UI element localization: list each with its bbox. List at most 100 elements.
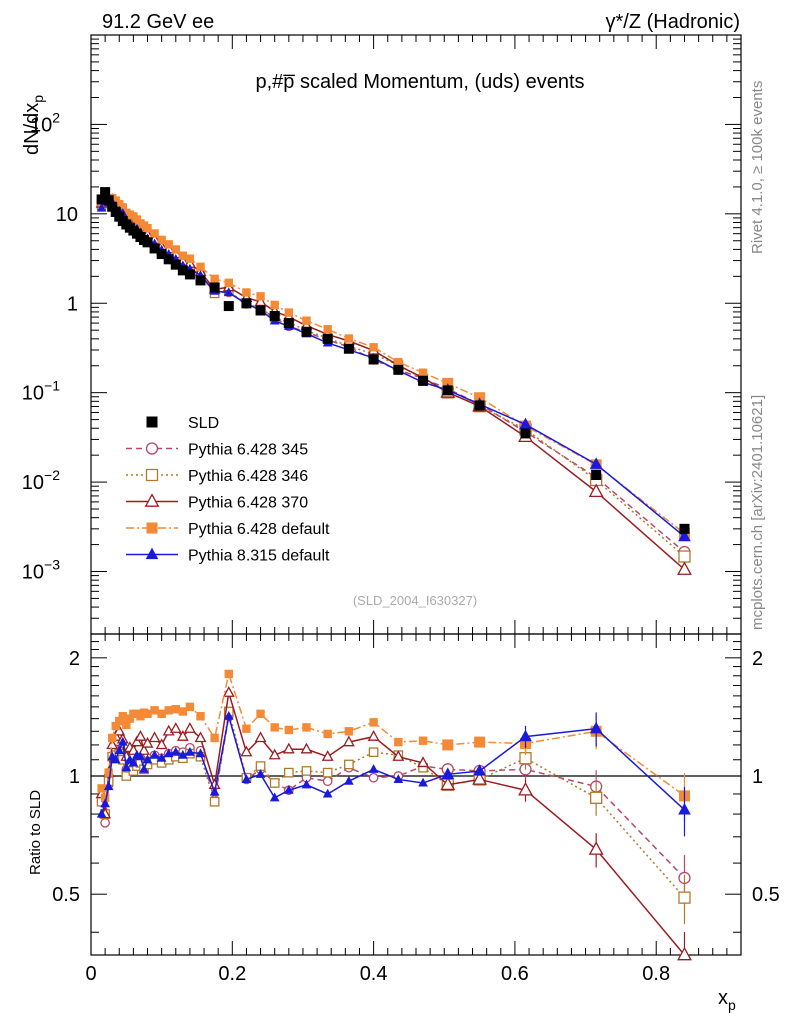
legend-label: Pythia 8.315 default [188, 548, 330, 565]
legend-label: Pythia 6.428 346 [188, 468, 308, 485]
ratio-point [344, 775, 354, 785]
series-point [224, 278, 233, 288]
data-point [177, 265, 188, 276]
y-tick-exponent: 2 [52, 109, 60, 125]
legend-marker [146, 522, 158, 534]
ratio-point [442, 739, 454, 751]
ratio-point [139, 764, 149, 773]
ratio-point [169, 722, 182, 733]
ratio-point [282, 742, 295, 754]
data-point [679, 523, 690, 534]
data-point [170, 259, 181, 270]
series-point [284, 308, 294, 317]
ratio-point [268, 748, 281, 760]
x-axis-label: xp [718, 987, 736, 1013]
legend-marker [145, 468, 159, 482]
legend-marker [145, 547, 159, 560]
data-point [195, 275, 206, 286]
ratio-point [302, 723, 311, 732]
ratio-point [150, 706, 159, 715]
data-point [255, 305, 266, 316]
ratio-point [441, 767, 455, 779]
ratio-point [117, 736, 128, 746]
ratio-point [394, 737, 403, 747]
ratio-point [209, 796, 220, 807]
legend-label: SLD [188, 415, 219, 432]
y-tick-label: 1 [67, 293, 78, 315]
ratio-point [224, 669, 233, 679]
ratio-point [368, 747, 379, 758]
series-point [302, 316, 311, 325]
data-point [107, 201, 118, 212]
ratio-point [256, 709, 265, 719]
data-point [301, 326, 312, 337]
ratio-tick-label-right: 2 [752, 648, 763, 670]
ratio-line-pythia-6-428-346 [100, 711, 686, 899]
ratio-point [113, 724, 126, 736]
series-markers-pythia-6-428-346 [96, 195, 691, 563]
legend-marker [146, 416, 158, 428]
ratio-point [171, 704, 180, 714]
ratio-y-axis-label: Ratio to SLD [27, 790, 44, 875]
ratio-point [143, 709, 152, 719]
ratio-point [209, 786, 220, 796]
ratio-point [367, 730, 380, 741]
ratio-point [176, 730, 189, 741]
series-point [118, 203, 127, 212]
data-point [368, 354, 379, 365]
ratio-point [155, 738, 168, 750]
ratio-point [141, 736, 154, 748]
ratio-point [473, 764, 486, 776]
ratio-tick-label: 1 [69, 766, 80, 788]
data-point [100, 187, 111, 198]
ratio-point [195, 748, 206, 758]
ratio-point [178, 749, 188, 759]
ratio-point [128, 757, 139, 767]
ratio-point [149, 749, 160, 759]
data-point [520, 428, 531, 439]
y-tick-exponent: −3 [44, 557, 60, 573]
series-point [678, 529, 691, 542]
legend-marker [144, 493, 160, 507]
ratio-point [96, 808, 107, 818]
series-point [588, 483, 604, 498]
x-tick-label: 0.6 [501, 963, 529, 985]
ratio-point [300, 742, 313, 754]
series-point [256, 292, 265, 301]
ratio-point [125, 714, 135, 723]
series-point [185, 254, 195, 263]
data-point [184, 269, 195, 280]
series-point [418, 368, 428, 377]
ratio-point [368, 772, 379, 783]
series-point [242, 288, 251, 297]
ratio-point [589, 721, 603, 734]
ratio-point [185, 746, 195, 756]
data-point [591, 470, 602, 481]
y-tick-label: 10−2 [22, 467, 60, 494]
ratio-point [194, 731, 207, 743]
data-point [149, 243, 160, 254]
ratio-point [222, 686, 235, 697]
y-tick-label: 10 [56, 204, 78, 226]
x-tick-label: 0.8 [642, 963, 670, 985]
y-tick-label: 10−1 [22, 378, 60, 405]
data-point [442, 385, 453, 396]
ratio-point [111, 721, 120, 731]
series-point [323, 325, 332, 334]
ratio-point [323, 729, 332, 739]
ratio-point [100, 793, 110, 803]
y-axis-label: dN/dxp [21, 95, 46, 155]
series-point [223, 287, 234, 297]
plot-title: p,#p̅ scaled Momentum, (uds) events [255, 71, 584, 93]
ratio-point [100, 817, 110, 828]
x-tick-label: 0 [85, 963, 96, 985]
ratio-point [322, 776, 333, 787]
series-point [394, 357, 403, 367]
ratio-point [417, 756, 429, 768]
ratio-point [157, 709, 166, 719]
y-tick-label: 10−3 [22, 557, 60, 584]
ratio-point [677, 946, 692, 961]
analysis-tag: (SLD_2004_I630327) [353, 593, 477, 608]
series-point [178, 251, 188, 260]
